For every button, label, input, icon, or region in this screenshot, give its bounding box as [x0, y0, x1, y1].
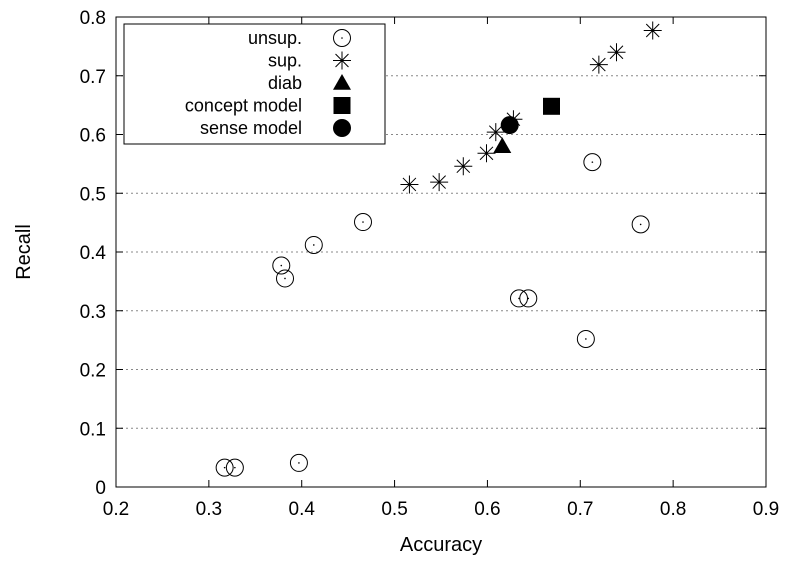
marker-ring	[289, 453, 308, 472]
legend-label: unsup.	[248, 28, 302, 48]
data-point-unsup	[631, 215, 650, 234]
data-point-sup	[430, 173, 449, 192]
x-tick-label: 0.2	[103, 499, 129, 520]
legend-marker	[333, 74, 351, 90]
data-point-unsup	[276, 269, 294, 288]
legend-marker	[333, 51, 351, 70]
x-tick-label: 0.7	[567, 499, 593, 520]
x-tick-label: 0.6	[474, 499, 500, 520]
marker-ring	[272, 256, 291, 275]
data-point-sup	[477, 144, 496, 163]
y-tick-label: 0.1	[80, 419, 106, 440]
legend-label: sense model	[200, 118, 302, 138]
legend-marker	[333, 119, 351, 137]
marker-ring	[225, 458, 244, 477]
y-tick-label: 0.4	[80, 243, 107, 264]
marker-center-dot	[527, 297, 530, 300]
marker-ring	[276, 269, 294, 288]
data-point-sup	[486, 123, 505, 142]
data-point-unsup	[289, 453, 308, 472]
marker-ring	[519, 289, 538, 308]
y-axis-label: Recall	[13, 224, 35, 280]
marker-ring	[333, 29, 351, 47]
legend-label: concept model	[185, 96, 302, 116]
y-tick-label: 0.2	[80, 361, 106, 382]
legend-marker	[333, 97, 351, 114]
data-point-sup	[643, 21, 662, 40]
x-tick-label: 0.8	[660, 499, 686, 520]
x-axis-label: Accuracy	[400, 534, 482, 556]
data-point-unsup	[576, 329, 595, 348]
data-point-unsup	[272, 256, 291, 275]
marker-ring	[583, 153, 602, 172]
data-point-sup	[454, 157, 473, 176]
y-tick-labels: 0 0.1 0.2 0.3 0.4 0.5 0.6 0.7 0.8	[80, 8, 107, 499]
x-tick-labels: 0.2 0.3 0.4 0.5 0.6 0.7 0.8 0.9	[103, 499, 779, 520]
data-point-sup	[607, 43, 626, 62]
data-points	[215, 21, 662, 477]
legend-label: diab	[268, 73, 302, 93]
y-tick-label: 0.3	[80, 302, 106, 323]
marker-center-dot	[362, 221, 364, 223]
data-point-concept-model	[543, 97, 560, 115]
data-point-unsup	[510, 289, 528, 308]
x-tick-label: 0.4	[289, 499, 316, 520]
marker-center-dot	[234, 466, 236, 469]
x-tick-label: 0.5	[381, 499, 407, 520]
data-point-unsup	[354, 213, 372, 232]
legend-label: sup.	[268, 51, 302, 71]
data-point-unsup	[583, 153, 602, 172]
x-tick-label: 0.9	[753, 499, 779, 520]
y-tick-label: 0	[95, 478, 106, 499]
marker-ring	[576, 329, 595, 348]
y-tick-label: 0.8	[80, 8, 106, 29]
marker-center-dot	[223, 466, 226, 469]
y-tick-label: 0.6	[80, 126, 106, 147]
marker-center-dot	[585, 338, 587, 340]
marker-center-dot	[591, 161, 594, 163]
data-point-unsup	[225, 458, 244, 477]
marker-center-dot	[280, 264, 283, 267]
data-point-unsup	[215, 458, 234, 477]
data-point-unsup	[519, 289, 538, 308]
data-point-sup	[589, 55, 608, 74]
x-tick-label: 0.3	[196, 499, 222, 520]
data-point-diab	[493, 137, 512, 153]
data-point-sup	[400, 175, 419, 194]
marker-ring	[631, 215, 650, 234]
marker-center-dot	[341, 37, 343, 39]
plot-frame	[115, 16, 767, 488]
y-tick-label: 0.7	[80, 67, 106, 88]
legend-marker	[333, 29, 351, 47]
marker-center-dot	[312, 244, 315, 246]
data-point-unsup	[304, 235, 323, 254]
marker-ring	[215, 458, 234, 477]
marker-ring	[354, 213, 372, 232]
data-point-sense-model	[500, 116, 519, 135]
grid-lines	[116, 75, 766, 429]
marker-center-dot	[284, 277, 286, 280]
marker-center-dot	[298, 462, 300, 464]
y-tick-label: 0.5	[80, 184, 106, 205]
marker-center-dot	[639, 223, 642, 226]
marker-ring	[304, 235, 323, 254]
